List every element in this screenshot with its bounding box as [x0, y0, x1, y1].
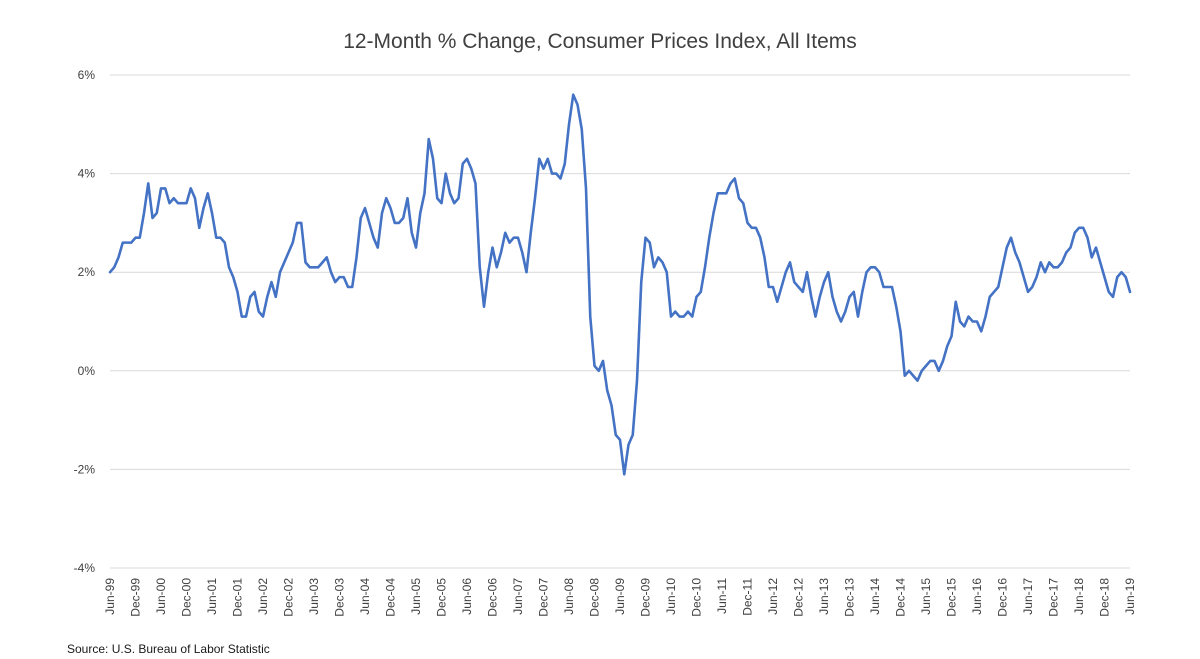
x-tick-label: Jun-15 — [919, 578, 933, 615]
x-tick-label: Jun-03 — [307, 578, 321, 615]
x-tick-label: Dec-03 — [333, 578, 347, 617]
x-tick-label: Jun-12 — [766, 578, 780, 615]
y-tick-label: 6% — [78, 68, 96, 82]
chart-title: 12-Month % Change, Consumer Prices Index… — [343, 30, 857, 53]
x-tick-label: Jun-09 — [613, 578, 627, 615]
x-tick-label: Jun-99 — [103, 578, 117, 615]
x-tick-label: Jun-13 — [817, 578, 831, 615]
y-tick-label: -4% — [74, 561, 96, 575]
x-tick-label: Dec-08 — [588, 578, 602, 617]
x-tick-label: Dec-06 — [486, 578, 500, 617]
x-tick-label: Dec-17 — [1047, 578, 1061, 617]
x-tick-label: Jun-16 — [970, 578, 984, 615]
x-tick-label: Jun-05 — [409, 578, 423, 615]
x-tick-label: Dec-04 — [384, 578, 398, 617]
x-tick-label: Dec-09 — [639, 578, 653, 617]
x-tick-label: Jun-08 — [562, 578, 576, 615]
x-tick-label: Jun-11 — [715, 578, 729, 614]
x-tick-label: Jun-04 — [358, 578, 372, 615]
x-tick-label: Jun-19 — [1123, 578, 1137, 615]
x-tick-label: Dec-15 — [945, 578, 959, 617]
x-axis-ticks: Jun-99 Dec-99 Jun-00 Dec-00 Jun-01 Dec-01 Jun-… — [103, 578, 1137, 617]
x-tick-label: Jun-01 — [205, 578, 219, 615]
x-tick-label: Jun-06 — [460, 578, 474, 615]
source-note: Source: U.S. Bureau of Labor Statistic — [67, 642, 270, 656]
x-tick-label: Jun-02 — [256, 578, 270, 615]
y-tick-label: -2% — [74, 462, 96, 476]
x-tick-label: Dec-13 — [843, 578, 857, 617]
x-tick-label: Dec-99 — [129, 578, 143, 617]
x-tick-label: Dec-05 — [435, 578, 449, 617]
x-tick-label: Dec-11 — [741, 578, 755, 616]
y-tick-label: 2% — [78, 265, 96, 279]
x-tick-label: Dec-07 — [537, 578, 551, 617]
x-tick-label: Jun-14 — [868, 578, 882, 615]
series-group — [108, 93, 1132, 476]
x-tick-label: Dec-00 — [180, 578, 194, 617]
x-tick-label: Dec-12 — [792, 578, 806, 617]
x-tick-label: Jun-10 — [664, 578, 678, 615]
y-axis-ticks: 6% 4% 2% 0% -2% -4% — [74, 68, 96, 575]
x-tick-label: Dec-01 — [231, 578, 245, 617]
x-tick-label: Jun-00 — [154, 578, 168, 615]
y-tick-label: 4% — [78, 167, 96, 181]
x-tick-label: Jun-17 — [1021, 578, 1035, 615]
x-tick-label: Dec-16 — [996, 578, 1010, 617]
x-tick-label: Dec-02 — [282, 578, 296, 617]
x-tick-label: Dec-14 — [894, 578, 908, 617]
x-tick-label: Dec-10 — [690, 578, 704, 617]
y-tick-label: 0% — [78, 364, 96, 378]
series-line-cpi — [108, 93, 1132, 476]
x-tick-label: Jun-07 — [511, 578, 525, 615]
x-tick-label: Dec-18 — [1098, 578, 1112, 617]
x-tick-label: Jun-18 — [1072, 578, 1086, 615]
